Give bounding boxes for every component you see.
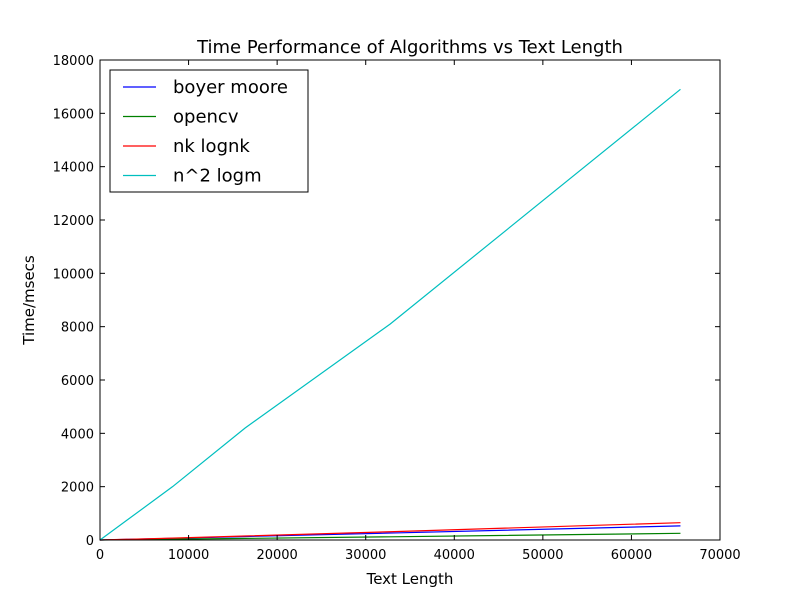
y-tick-label: 14000 — [53, 161, 94, 176]
x-tick-label: 30000 — [345, 548, 386, 563]
legend-label-opencv: opencv — [173, 107, 239, 128]
legend: boyer moore opencv nk lognk n^2 logm — [109, 69, 309, 193]
legend-label-n-2-logm: n^2 logm — [173, 166, 262, 187]
legend-frame — [109, 69, 309, 193]
series-lines — [99, 88, 681, 541]
y-tick-label: 2000 — [61, 481, 94, 496]
x-tick-label: 50000 — [522, 548, 563, 563]
series-line-nk-lognk — [99, 522, 681, 541]
series-line-opencv — [99, 532, 681, 541]
x-tick-label: 10000 — [168, 548, 209, 563]
x-tick-label: 0 — [96, 548, 104, 563]
series-line-n-2-logm — [99, 88, 681, 541]
y-tick-label: 6000 — [61, 374, 94, 389]
x-axis-title: Text Length — [366, 570, 454, 588]
y-tick-label: 0 — [86, 534, 94, 549]
plot-frame — [99, 59, 721, 541]
chart-title: Time Performance of Algorithms vs Text L… — [196, 37, 623, 58]
x-tick-label: 20000 — [256, 548, 297, 563]
y-axis-ticks: 0 2000 4000 6000 8000 10000 12000 14000 16000 180… — [53, 54, 720, 549]
x-tick-label: 40000 — [434, 548, 475, 563]
y-tick-label: 4000 — [61, 427, 94, 442]
y-tick-label: 12000 — [53, 214, 94, 229]
legend-label-nk-lognk: nk lognk — [173, 136, 250, 157]
x-tick-label: 70000 — [699, 548, 740, 563]
y-axis-title: Time/msecs — [20, 255, 38, 346]
y-tick-label: 8000 — [61, 321, 94, 336]
x-tick-label: 60000 — [611, 548, 652, 563]
plot-area: 0 10000 20000 30000 40000 50000 60000 70000 0 200… — [53, 54, 741, 563]
y-tick-label: 10000 — [53, 267, 94, 282]
y-tick-label: 18000 — [53, 54, 94, 69]
legend-label-boyer-moore: boyer moore — [173, 77, 288, 98]
y-tick-label: 16000 — [53, 107, 94, 122]
x-axis-ticks: 0 10000 20000 30000 40000 50000 60000 70000 — [96, 60, 741, 563]
